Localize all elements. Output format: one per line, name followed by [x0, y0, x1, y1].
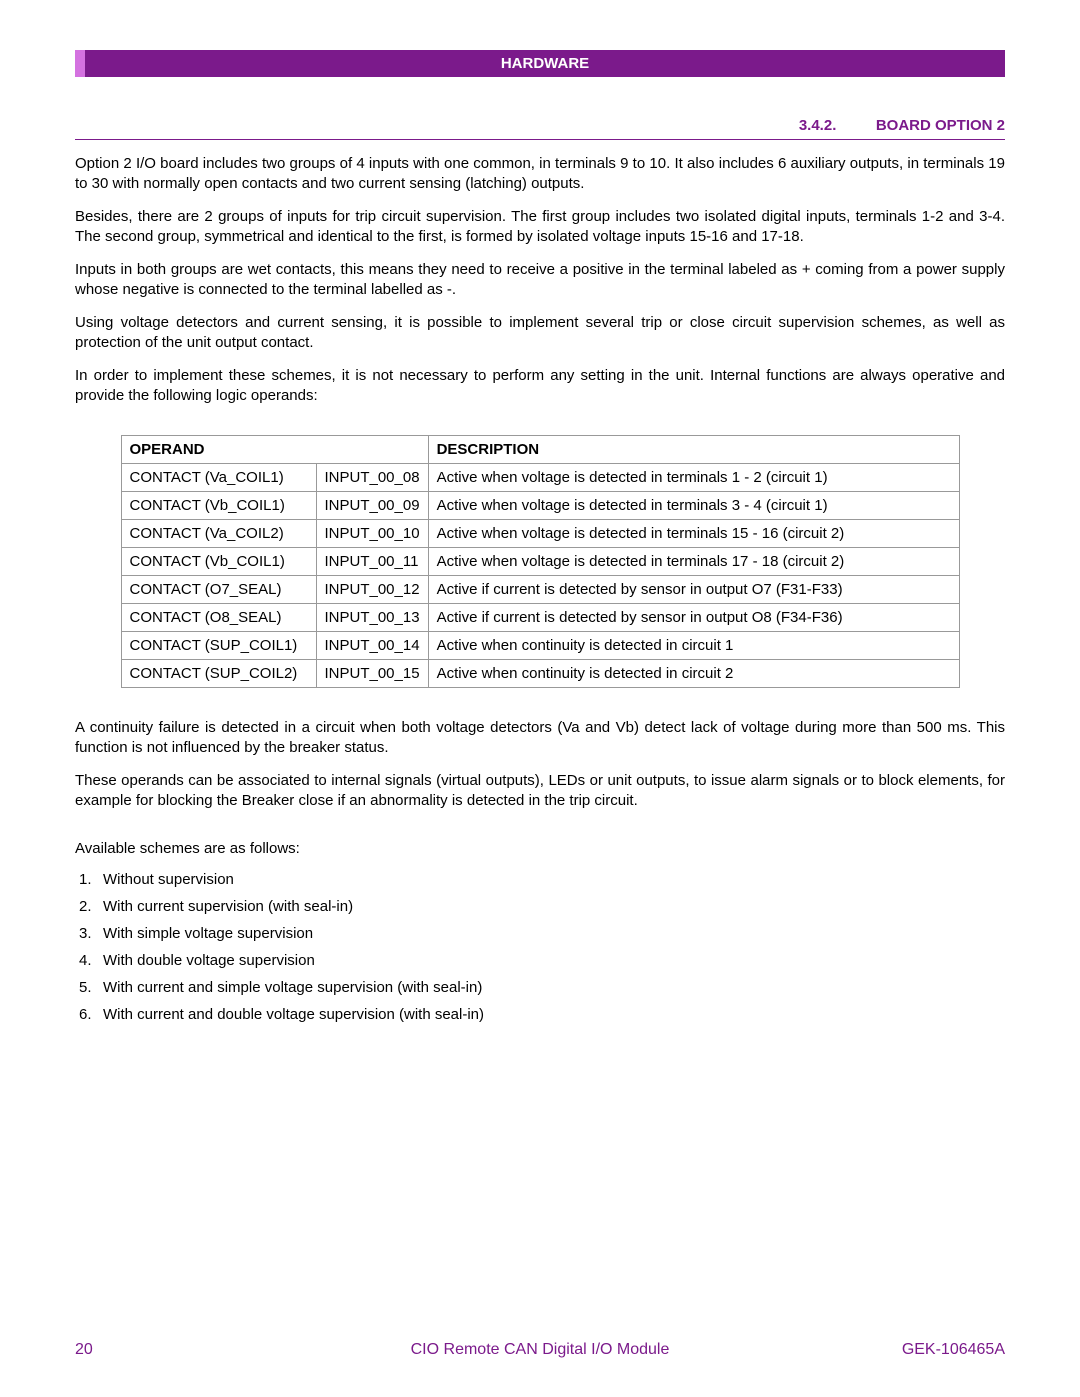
- footer-title: CIO Remote CAN Digital I/O Module: [75, 1341, 1005, 1359]
- section-heading: 3.4.2. BOARD OPTION 2: [75, 117, 1005, 140]
- list-item-text: With current supervision (with seal-in): [103, 898, 353, 915]
- list-item-number: 3.: [79, 925, 103, 942]
- list-item-number: 6.: [79, 1006, 103, 1023]
- table-header-row: OPERAND DESCRIPTION: [121, 436, 959, 464]
- operand-description: Active when continuity is detected in ci…: [428, 632, 959, 660]
- column-header-description: DESCRIPTION: [428, 436, 959, 464]
- operand-input-id: INPUT_00_15: [316, 660, 428, 688]
- scheme-list: 1.Without supervision2.With current supe…: [75, 871, 1005, 1023]
- operand-input-id: INPUT_00_13: [316, 604, 428, 632]
- operand-input-id: INPUT_00_12: [316, 576, 428, 604]
- list-item: 1.Without supervision: [79, 871, 1005, 888]
- operand-name: CONTACT (Va_COIL2): [121, 520, 316, 548]
- column-header-operand: OPERAND: [121, 436, 428, 464]
- operand-name: CONTACT (SUP_COIL2): [121, 660, 316, 688]
- list-item-text: With current and double voltage supervis…: [103, 1006, 484, 1023]
- operand-name: CONTACT (O8_SEAL): [121, 604, 316, 632]
- list-item-text: With current and simple voltage supervis…: [103, 979, 482, 996]
- operand-description: Active when voltage is detected in termi…: [428, 464, 959, 492]
- list-item: 6.With current and double voltage superv…: [79, 1006, 1005, 1023]
- operand-description: Active if current is detected by sensor …: [428, 576, 959, 604]
- paragraph: Option 2 I/O board includes two groups o…: [75, 154, 1005, 193]
- operand-name: CONTACT (Vb_COIL1): [121, 492, 316, 520]
- list-item-text: Without supervision: [103, 871, 234, 888]
- list-item-text: With double voltage supervision: [103, 952, 315, 969]
- table-row: CONTACT (SUP_COIL1)INPUT_00_14Active whe…: [121, 632, 959, 660]
- paragraph: Besides, there are 2 groups of inputs fo…: [75, 207, 1005, 246]
- operand-description: Active when voltage is detected in termi…: [428, 520, 959, 548]
- operand-input-id: INPUT_00_09: [316, 492, 428, 520]
- table-row: CONTACT (Va_COIL1)INPUT_00_08Active when…: [121, 464, 959, 492]
- operand-table: OPERAND DESCRIPTION CONTACT (Va_COIL1)IN…: [121, 435, 960, 688]
- table-row: CONTACT (O7_SEAL)INPUT_00_12Active if cu…: [121, 576, 959, 604]
- paragraph: A continuity failure is detected in a ci…: [75, 718, 1005, 757]
- table-row: CONTACT (Va_COIL2)INPUT_00_10Active when…: [121, 520, 959, 548]
- header-title: HARDWARE: [501, 55, 589, 72]
- paragraph: These operands can be associated to inte…: [75, 771, 1005, 810]
- list-item: 3.With simple voltage supervision: [79, 925, 1005, 942]
- operand-input-id: INPUT_00_11: [316, 548, 428, 576]
- operand-description: Active if current is detected by sensor …: [428, 604, 959, 632]
- operand-name: CONTACT (Vb_COIL1): [121, 548, 316, 576]
- paragraph: Using voltage detectors and current sens…: [75, 313, 1005, 352]
- operand-name: CONTACT (Va_COIL1): [121, 464, 316, 492]
- paragraph: In order to implement these schemes, it …: [75, 366, 1005, 405]
- operand-description: Active when voltage is detected in termi…: [428, 492, 959, 520]
- document-code: GEK-106465A: [902, 1341, 1005, 1359]
- list-item-number: 5.: [79, 979, 103, 996]
- table-row: CONTACT (Vb_COIL1)INPUT_00_11Active when…: [121, 548, 959, 576]
- list-item-number: 2.: [79, 898, 103, 915]
- operand-name: CONTACT (SUP_COIL1): [121, 632, 316, 660]
- page-number: 20: [75, 1341, 93, 1359]
- table-row: CONTACT (Vb_COIL1)INPUT_00_09Active when…: [121, 492, 959, 520]
- operand-description: Active when voltage is detected in termi…: [428, 548, 959, 576]
- operand-input-id: INPUT_00_14: [316, 632, 428, 660]
- schemes-intro: Available schemes are as follows:: [75, 840, 1005, 857]
- operand-input-id: INPUT_00_08: [316, 464, 428, 492]
- header-band: HARDWARE: [75, 50, 1005, 77]
- list-item: 5.With current and simple voltage superv…: [79, 979, 1005, 996]
- list-item-number: 1.: [79, 871, 103, 888]
- list-item: 2.With current supervision (with seal-in…: [79, 898, 1005, 915]
- page-footer: 20 CIO Remote CAN Digital I/O Module GEK…: [75, 1341, 1005, 1359]
- operand-input-id: INPUT_00_10: [316, 520, 428, 548]
- table-row: CONTACT (O8_SEAL)INPUT_00_13Active if cu…: [121, 604, 959, 632]
- section-title: BOARD OPTION 2: [876, 117, 1005, 134]
- list-item-number: 4.: [79, 952, 103, 969]
- operand-name: CONTACT (O7_SEAL): [121, 576, 316, 604]
- paragraph: Inputs in both groups are wet contacts, …: [75, 260, 1005, 299]
- list-item: 4.With double voltage supervision: [79, 952, 1005, 969]
- list-item-text: With simple voltage supervision: [103, 925, 313, 942]
- operand-description: Active when continuity is detected in ci…: [428, 660, 959, 688]
- table-row: CONTACT (SUP_COIL2)INPUT_00_15Active whe…: [121, 660, 959, 688]
- section-number: 3.4.2.: [799, 117, 837, 134]
